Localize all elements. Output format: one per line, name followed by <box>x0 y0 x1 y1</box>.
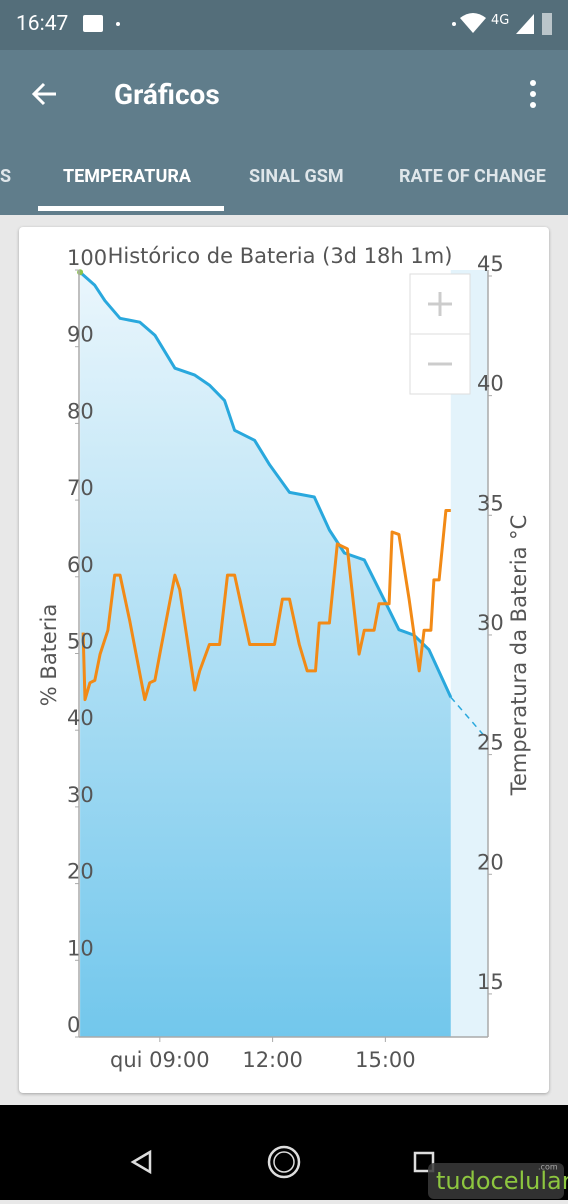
y2-tick-label: 15 <box>477 970 504 994</box>
y-tick-label: 90 <box>67 323 94 347</box>
y-tick-label: 50 <box>67 630 94 654</box>
y-tick-label: 60 <box>67 553 94 577</box>
y-tick-label: 20 <box>67 860 94 884</box>
y-axis-label: % Bateria <box>37 604 61 706</box>
y2-axis-label: Temperatura da Bateria °C <box>507 515 531 797</box>
network-type: 4G <box>491 13 509 28</box>
tab-indicator <box>38 206 224 211</box>
nav-recent[interactable] <box>413 1151 435 1173</box>
y-tick-label: 10 <box>67 936 94 960</box>
prediction-zone <box>450 270 488 1037</box>
app-title: Gráficos <box>114 78 220 111</box>
y2-tick-label: 20 <box>477 850 504 874</box>
y-tick-label: 80 <box>67 399 94 423</box>
y2-tick-label: 40 <box>477 372 504 396</box>
nav-back[interactable] <box>130 1149 152 1175</box>
status-icons: 4G <box>83 13 552 35</box>
y2-tick-label: 35 <box>477 491 504 515</box>
tab[interactable]: TEMPERATURA <box>63 166 191 187</box>
y2-tick-label: 25 <box>477 731 504 755</box>
status-bar: 16:47 4G <box>0 0 568 50</box>
app-bar-icons <box>31 80 536 211</box>
tab[interactable]: S <box>0 166 12 187</box>
battery-area <box>80 272 451 1037</box>
y-tick-label: 100 <box>67 246 107 270</box>
clock: 16:47 <box>16 12 69 36</box>
zoom-box[interactable] <box>409 273 471 395</box>
back-button[interactable] <box>31 82 56 106</box>
nav-home[interactable] <box>267 1145 301 1179</box>
y-tick-label: 0 <box>67 1013 80 1037</box>
y-tick-label: 40 <box>67 706 94 730</box>
watermark: tudocelular <box>436 1167 568 1195</box>
prediction-line <box>450 696 489 741</box>
y2-tick-label: 45 <box>477 252 504 276</box>
x-tick-label: 12:00 <box>242 1048 303 1072</box>
watermark-suffix: .com <box>538 1163 558 1172</box>
app-bar: Gráficos S TEMPERATURA SINAL GSM RATE OF… <box>0 50 568 215</box>
chart: Histórico de Bateria (3d 18h 1m) % Bater… <box>37 244 531 1072</box>
nav-bar: tudocelular .com <box>0 1105 568 1200</box>
y-tick-label: 30 <box>67 783 94 807</box>
y2-tick-label: 30 <box>477 611 504 635</box>
tab[interactable]: RATE OF CHANGE <box>399 166 546 187</box>
x-tick-label: qui 09:00 <box>110 1048 210 1072</box>
y-tick-label: 70 <box>67 476 94 500</box>
tab[interactable]: SINAL GSM <box>249 166 344 187</box>
chart-title: Histórico de Bateria (3d 18h 1m) <box>108 244 453 268</box>
temperature-line <box>81 509 451 702</box>
x-tick-label: 15:00 <box>355 1048 416 1072</box>
menu-button[interactable] <box>530 80 536 108</box>
battery-line <box>79 271 453 698</box>
nav-icons: tudocelular .com <box>130 1145 568 1199</box>
